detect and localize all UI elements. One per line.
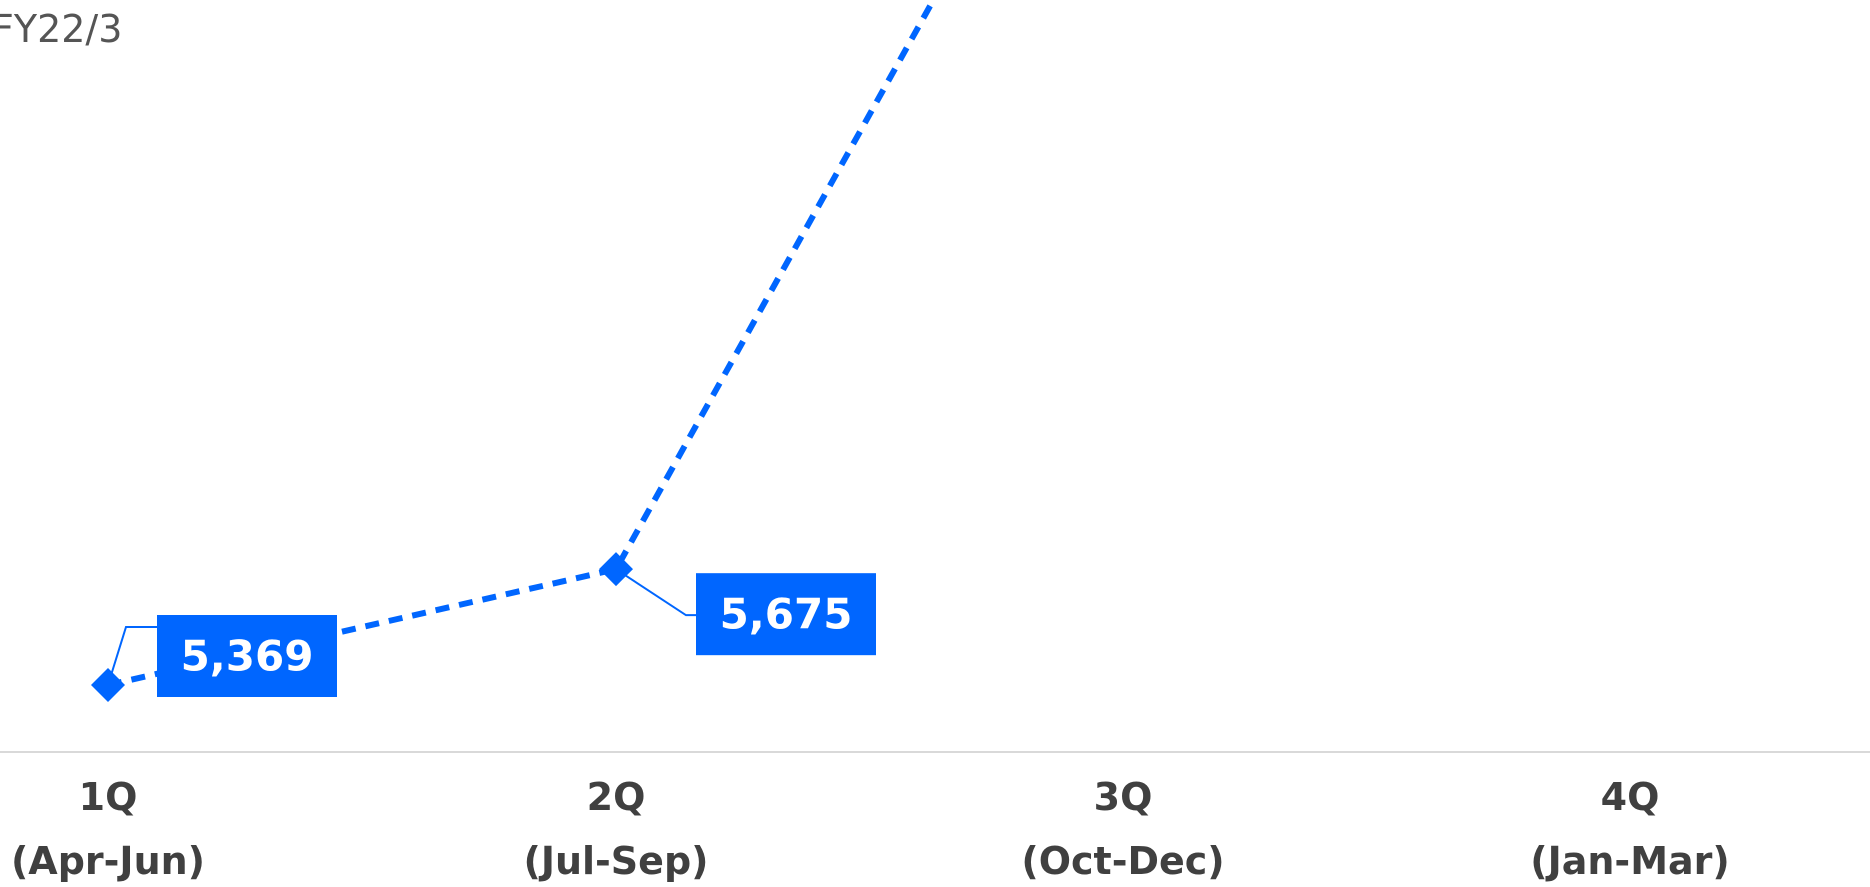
series-line <box>107 0 937 688</box>
x-tick-label: 1Q <box>79 775 138 819</box>
x-tick-label: 3Q <box>1094 775 1153 819</box>
data-label: 5,675 <box>720 590 853 639</box>
x-tick-label: (Oct-Dec) <box>1021 839 1224 883</box>
x-axis: 1Q (Apr-Jun) 2Q (Jul-Sep) 3Q (Oct-Dec) 4Q (Jan-… <box>0 751 1870 883</box>
x-tick-label: 4Q <box>1601 775 1660 819</box>
callout-box <box>157 615 337 697</box>
data-labels: 5,3695,6758,0778,4648,0287,3127,9058,053… <box>107 568 876 697</box>
callout-line <box>107 626 157 686</box>
legend-label: FY22/3 <box>0 7 122 51</box>
callout-line <box>615 568 696 617</box>
x-tick-label: (Apr-Jun) <box>11 839 205 883</box>
x-tick-label: 2Q <box>587 775 646 819</box>
x-tick-label: (Jul-Sep) <box>523 839 708 883</box>
x-tick-label: (Jan-Mar) <box>1530 839 1730 883</box>
data-label: 5,369 <box>181 632 314 681</box>
callout-box <box>696 573 876 656</box>
